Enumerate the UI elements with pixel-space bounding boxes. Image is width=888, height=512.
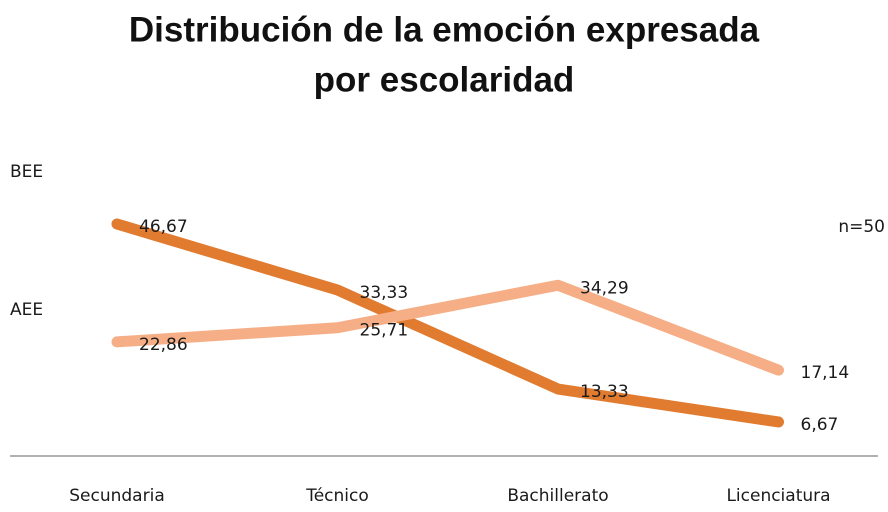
chart-title: Distribución de la emoción expresada [129,10,760,49]
data-label: 13,33 [580,382,629,402]
x-tick-label: Licenciatura [726,486,830,506]
data-label: 25,71 [360,321,409,341]
data-label: 17,14 [801,363,850,383]
series-line [111,218,784,428]
chart-title: por escolaridad [314,60,575,99]
x-tick-label: Técnico [305,486,369,506]
x-tick-label: Bachillerato [507,486,608,506]
data-label: 6,67 [801,415,839,435]
data-label: 34,29 [580,278,629,298]
x-tick-label: Secundaria [69,486,164,506]
annotation: n=50 [838,217,885,237]
legend-label: AEE [10,300,43,320]
data-label: 46,67 [139,217,188,237]
legend-label: BEE [10,162,43,182]
data-label: 33,33 [360,283,409,303]
data-label: 22,86 [139,335,188,355]
series-line [111,279,784,376]
